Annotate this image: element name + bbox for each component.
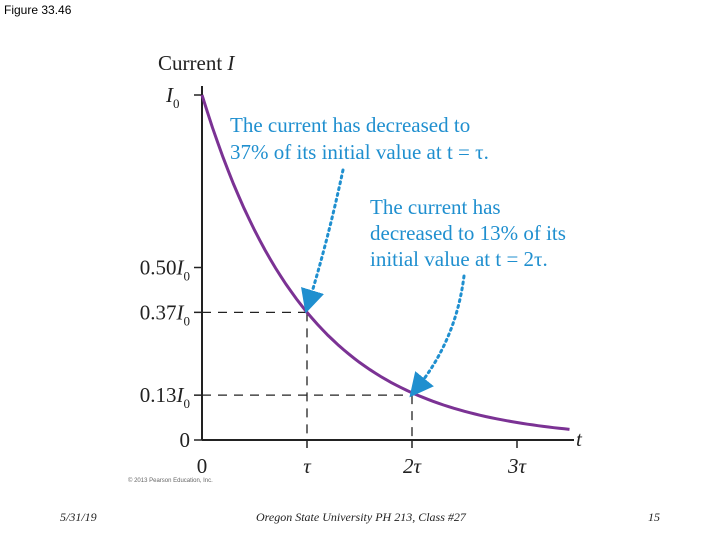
annotation-text-line: The current has xyxy=(370,195,501,219)
data-point xyxy=(464,412,465,413)
data-point xyxy=(280,277,281,278)
annotation-text-line: The current has decreased to xyxy=(230,113,470,137)
annotation-arrow xyxy=(409,274,466,398)
data-point xyxy=(516,422,517,423)
annotations: The current has decreased to 37% of its i… xyxy=(230,113,566,398)
data-point xyxy=(411,395,412,396)
x-axis-title: t xyxy=(576,427,583,451)
data-point xyxy=(359,364,360,365)
data-point xyxy=(201,94,202,95)
x-tick-label: 0 xyxy=(197,454,208,478)
copyright: © 2013 Pearson Education, Inc. xyxy=(128,477,213,484)
annotation-text-line: initial value at t = 2τ. xyxy=(370,247,548,271)
footer-page: 15 xyxy=(648,510,660,524)
x-tick-label: τ xyxy=(303,454,312,478)
data-point xyxy=(333,339,334,340)
y-tick-label: 0.13I0 xyxy=(140,383,190,411)
footer-center: Oregon State University PH 213, Class #2… xyxy=(256,510,466,524)
decay-curve xyxy=(200,94,570,431)
series-group xyxy=(200,94,570,431)
x-tick-label: 2τ xyxy=(403,454,423,478)
x-tick-label: 3τ xyxy=(507,454,528,478)
y-top-label: I0 xyxy=(165,83,180,111)
y-tick-label: 0.50I0 xyxy=(140,256,190,284)
y-axis-title: Current I xyxy=(158,51,235,75)
footer-date: 5/31/19 xyxy=(60,510,97,524)
data-point xyxy=(490,419,491,420)
guide-lines xyxy=(202,311,413,440)
data-point xyxy=(543,426,544,427)
figure-label: Figure 33.46 xyxy=(4,3,72,17)
axes xyxy=(194,86,574,441)
y-tick-label: 0 xyxy=(180,428,191,452)
annotation-text-line: decreased to 13% of its xyxy=(370,221,566,245)
data-point xyxy=(569,429,570,430)
data-point xyxy=(385,381,386,382)
data-point xyxy=(306,312,307,313)
data-point xyxy=(438,401,439,402)
y-tick-label: 0.37I0 xyxy=(140,300,190,328)
annotation-text-line: 37% of its initial value at t = τ. xyxy=(230,140,489,164)
ticks: 0.50I0 0.37I0 0.13I0 00 τ 2τ 3τ xyxy=(140,256,528,479)
annotation-arrow xyxy=(301,168,345,314)
data-point xyxy=(254,229,255,230)
data-point xyxy=(228,170,229,171)
